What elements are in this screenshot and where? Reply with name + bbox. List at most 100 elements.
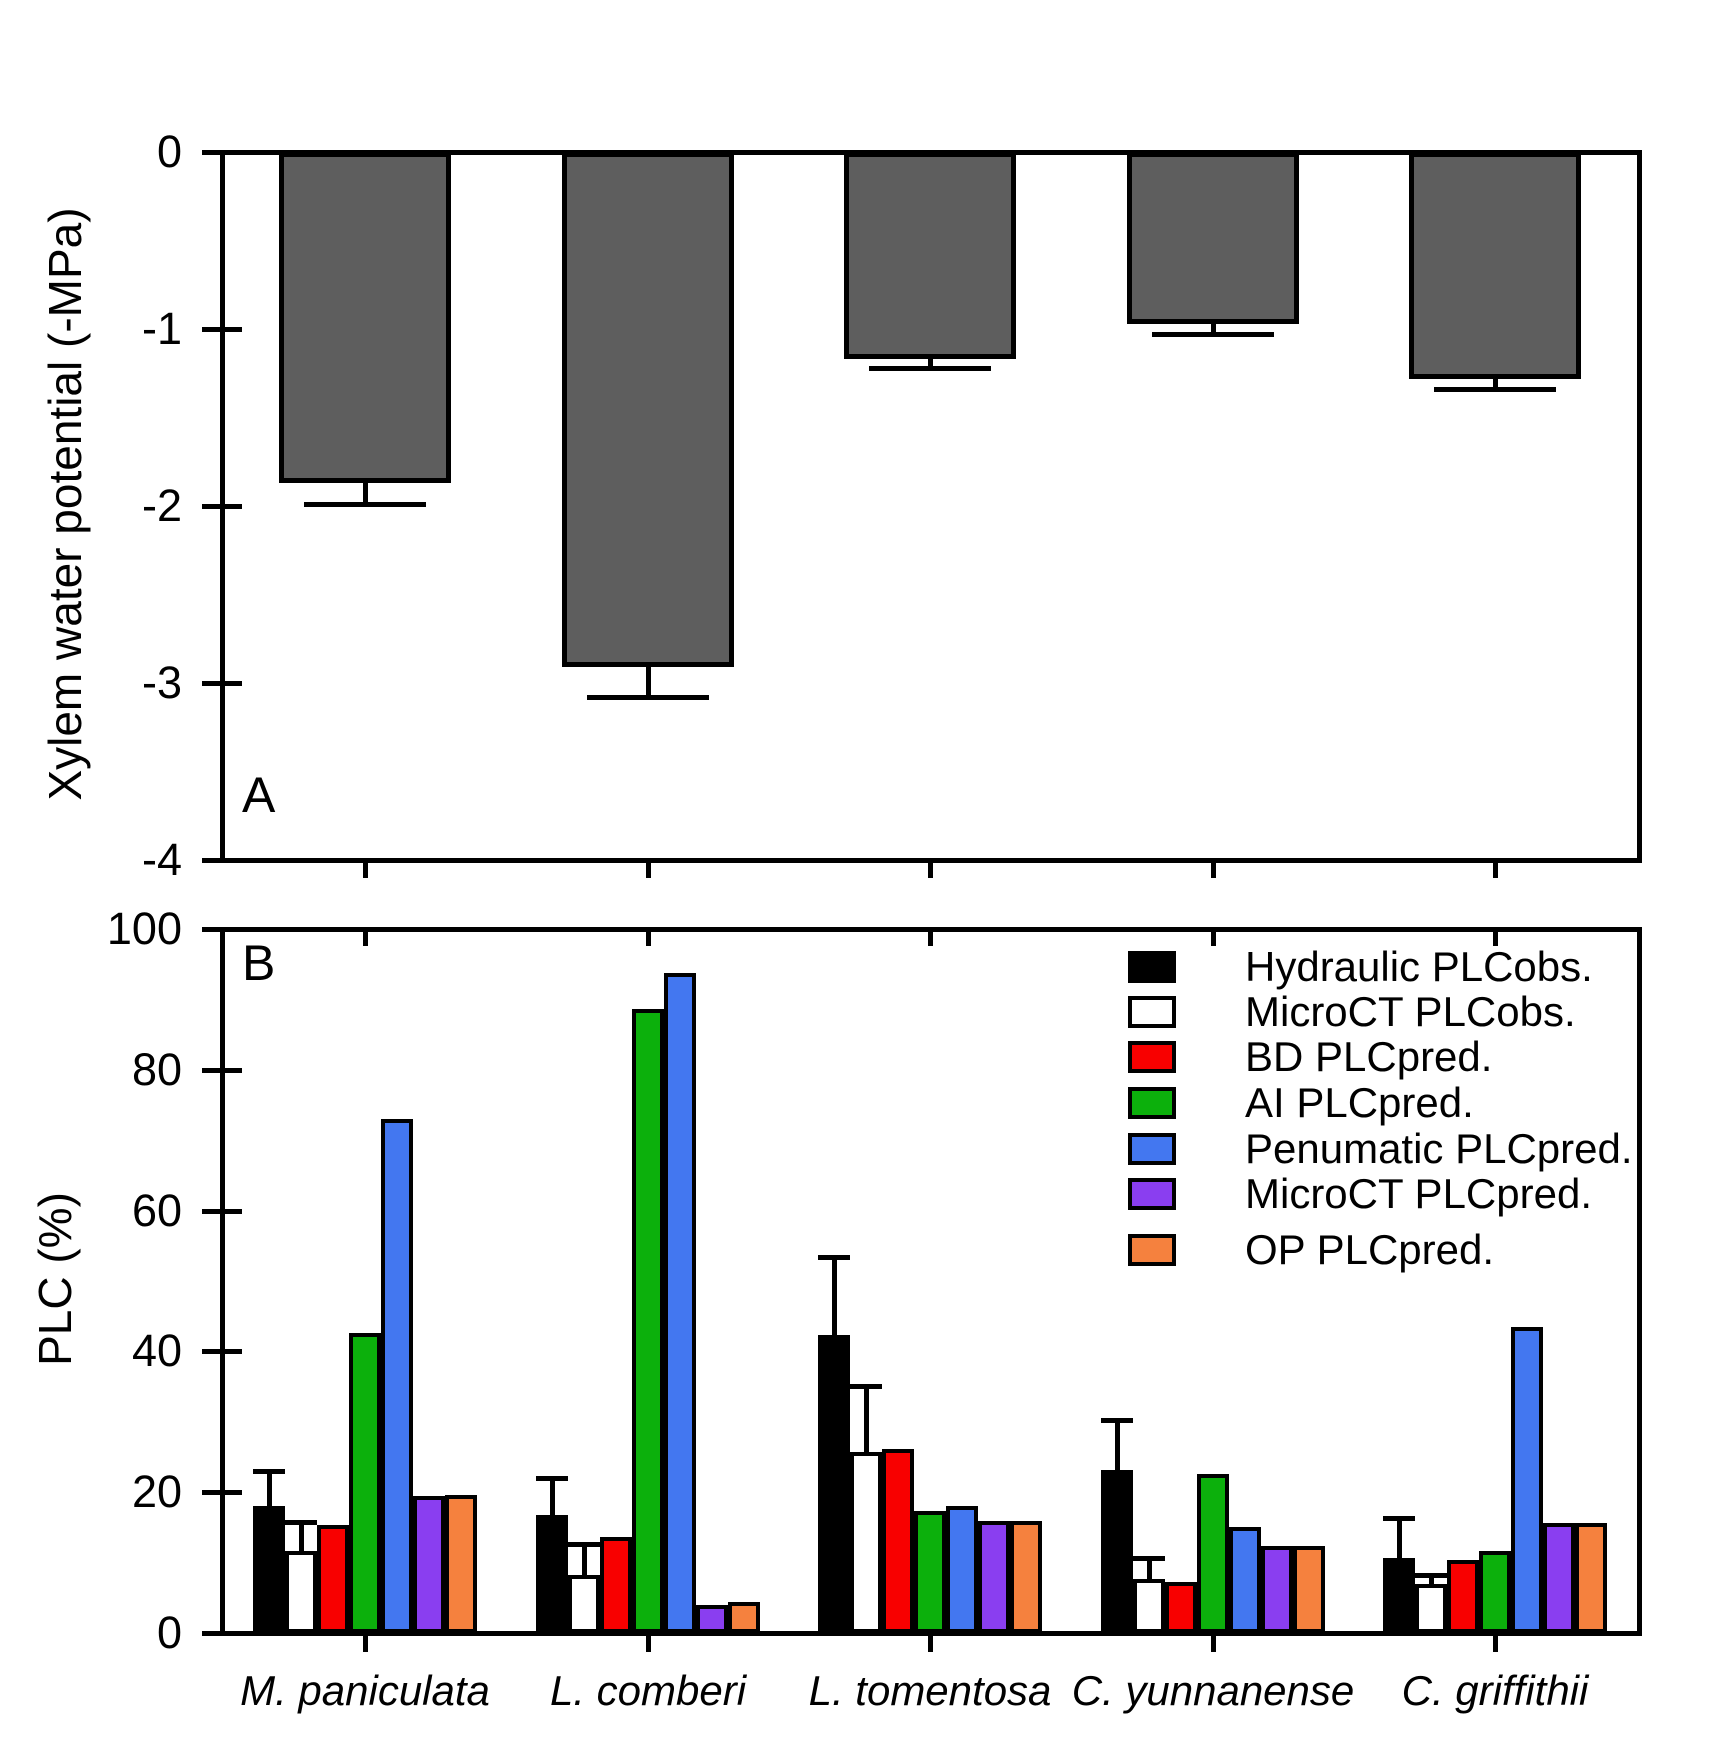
panel-a-y-tick bbox=[202, 858, 242, 863]
panel-a-error-cap bbox=[869, 365, 991, 371]
panel-b-bar-microct-plcobs- bbox=[568, 1574, 600, 1633]
panel-b-bar-ai-plcpred- bbox=[632, 1009, 664, 1633]
panel-b-bar-penumatic-plcpred- bbox=[1511, 1326, 1543, 1633]
panel-b-error-stem bbox=[1429, 1574, 1434, 1585]
category-label: L. comberi bbox=[549, 1667, 747, 1714]
panel-b-bar-microct-plcpred- bbox=[978, 1521, 1010, 1633]
panel-a-error-cap bbox=[1434, 387, 1556, 393]
panel-b-y-tick bbox=[202, 927, 242, 932]
legend-swatch-4 bbox=[1128, 1087, 1176, 1119]
panel-b-y-tick-label: 0 bbox=[156, 1607, 182, 1658]
panel-b-bar-ai-plcpred- bbox=[349, 1333, 381, 1633]
panel-a-error-stem bbox=[363, 482, 368, 505]
legend-label-3: BD PLCpred. bbox=[1245, 1033, 1493, 1080]
panel-a-y-tick bbox=[202, 327, 242, 332]
panel-a-y-tick bbox=[202, 681, 242, 686]
panel-b-error-cap bbox=[1383, 1515, 1415, 1521]
panel-b-error-cap bbox=[1133, 1556, 1165, 1562]
panel-b-right-spine bbox=[1637, 927, 1642, 1635]
panel-b-y-tick bbox=[202, 1067, 242, 1073]
panel-b-bar-microct-plcpred- bbox=[696, 1604, 728, 1633]
panel-b-bar-microct-plcobs- bbox=[1415, 1584, 1447, 1633]
panel-b-bar-microct-plcpred- bbox=[413, 1495, 445, 1633]
panel-a-y-tick-label: -2 bbox=[141, 480, 182, 531]
legend-swatch-6 bbox=[1128, 1178, 1176, 1210]
legend-swatch-5 bbox=[1128, 1133, 1176, 1165]
panel-b-bar-op-plcpred- bbox=[1293, 1545, 1325, 1633]
panel-b-x-tick-top bbox=[1493, 932, 1498, 946]
panel-b-bar-bd-plcpred- bbox=[1447, 1560, 1479, 1633]
panel-a-error-stem bbox=[1211, 323, 1216, 335]
panel-b-x-tick-top bbox=[928, 932, 933, 946]
panel-b-left-spine bbox=[220, 927, 225, 1635]
panel-b-bar-op-plcpred- bbox=[728, 1602, 760, 1633]
legend-label-1: Hydraulic PLCobs. bbox=[1245, 943, 1593, 990]
legend-swatch-3 bbox=[1128, 1041, 1176, 1073]
panel-a-y-tick bbox=[202, 504, 242, 509]
panel-a-error-stem bbox=[928, 359, 933, 368]
panel-b-x-tick-top bbox=[363, 932, 368, 946]
panel-b-error-stem bbox=[582, 1543, 587, 1575]
panel-b-bar-ai-plcpred- bbox=[914, 1510, 946, 1633]
legend-swatch-7 bbox=[1128, 1234, 1176, 1266]
legend-label-2: MicroCT PLCobs. bbox=[1245, 988, 1576, 1035]
panel-b-bar-penumatic-plcpred- bbox=[946, 1505, 978, 1633]
panel-b-bar-microct-plcobs- bbox=[850, 1452, 882, 1633]
panel-a-x-tick bbox=[1211, 863, 1216, 878]
panel-b-y-tick bbox=[202, 1631, 242, 1636]
category-label: M. paniculata bbox=[240, 1667, 490, 1714]
legend-label-5: Penumatic PLCpred. bbox=[1245, 1125, 1633, 1172]
panel-b-error-cap bbox=[285, 1520, 317, 1526]
panel-a-bar bbox=[562, 152, 734, 668]
panel-a-y-tick-label: -4 bbox=[141, 834, 182, 885]
panel-b-y-tick bbox=[202, 1490, 242, 1496]
panel-b-top-spine bbox=[220, 927, 1642, 932]
panel-b-x-tick-bottom bbox=[1211, 1636, 1216, 1652]
panel-a-letter: A bbox=[242, 767, 276, 823]
panel-b-bar-bd-plcpred- bbox=[882, 1449, 914, 1633]
legend-label-7: OP PLCpred. bbox=[1245, 1226, 1495, 1273]
panel-b-error-stem bbox=[299, 1522, 304, 1552]
panel-b-bar-hydraulic-plcobs- bbox=[1383, 1557, 1415, 1633]
panel-b-bar-ai-plcpred- bbox=[1479, 1551, 1511, 1633]
panel-b-y-axis-label: PLC (%) bbox=[29, 1192, 81, 1366]
panel-a-error-stem bbox=[646, 667, 651, 698]
panel-b-y-tick-label: 40 bbox=[131, 1325, 182, 1377]
legend-swatch-2 bbox=[1128, 996, 1176, 1028]
panel-a-x-tick bbox=[1493, 863, 1498, 878]
panel-b-error-stem bbox=[1397, 1517, 1402, 1558]
panel-b-x-tick-bottom bbox=[646, 1636, 651, 1652]
panel-b-bar-penumatic-plcpred- bbox=[381, 1119, 413, 1633]
panel-a-y-tick-label: -3 bbox=[141, 657, 182, 708]
panel-b-bar-microct-plcpred- bbox=[1261, 1545, 1293, 1633]
panel-b-error-stem bbox=[1147, 1558, 1152, 1580]
panel-b-x-tick-bottom bbox=[1493, 1636, 1498, 1652]
panel-a-bar bbox=[844, 152, 1016, 360]
panel-b-x-tick-bottom bbox=[928, 1636, 933, 1652]
panel-b-bar-op-plcpred- bbox=[445, 1495, 477, 1633]
panel-a-y-tick-label: 0 bbox=[156, 126, 182, 177]
panel-a-y-tick-label: -1 bbox=[141, 303, 182, 354]
panel-b-y-tick-label: 80 bbox=[131, 1043, 182, 1095]
panel-a-bar bbox=[279, 152, 451, 483]
panel-b-letter: B bbox=[242, 935, 276, 991]
panel-b-bar-bd-plcpred- bbox=[317, 1524, 349, 1633]
panel-a-x-tick bbox=[646, 863, 651, 878]
panel-b-error-stem bbox=[267, 1471, 272, 1507]
panel-b-error-stem bbox=[832, 1257, 837, 1335]
panel-b-x-tick-bottom bbox=[363, 1636, 368, 1652]
panel-b-error-stem bbox=[550, 1478, 555, 1516]
panel-b-bar-op-plcpred- bbox=[1575, 1523, 1607, 1633]
panel-b-bar-penumatic-plcpred- bbox=[664, 973, 696, 1633]
panel-a-x-tick bbox=[363, 863, 368, 878]
legend-label-6: MicroCT PLCpred. bbox=[1245, 1170, 1592, 1217]
panel-b-error-stem bbox=[1115, 1419, 1120, 1471]
panel-b-y-tick bbox=[202, 1349, 242, 1355]
panel-b-error-cap bbox=[1101, 1417, 1133, 1423]
panel-b-error-cap bbox=[568, 1541, 600, 1547]
category-label: C. yunnanense bbox=[1071, 1667, 1355, 1714]
panel-a-error-stem bbox=[1493, 378, 1498, 390]
panel-b-bottom-spine bbox=[220, 1631, 1642, 1636]
panel-a-error-cap bbox=[304, 502, 426, 508]
panel-b-x-tick-top bbox=[646, 932, 651, 946]
